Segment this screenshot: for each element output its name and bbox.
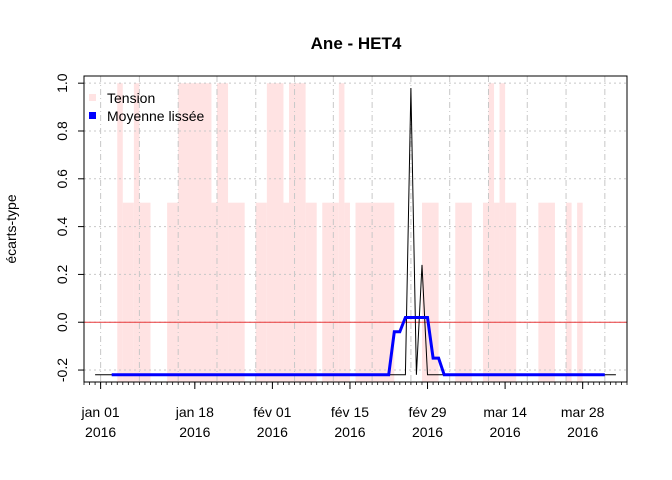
x-tick-label: mar 14 — [483, 404, 527, 420]
y-tick-label: 1.0 — [54, 73, 70, 93]
tension-bar — [266, 83, 284, 382]
tension-bar — [178, 83, 212, 382]
y-tick-label: -0.2 — [54, 358, 70, 382]
y-tick-label: 0.4 — [54, 217, 70, 237]
y-tick-label: 0.2 — [54, 264, 70, 284]
chart-title: Ane - HET4 — [311, 34, 402, 53]
tension-bar — [338, 83, 345, 382]
tension-bar — [228, 202, 245, 382]
legend-label: Tension — [107, 90, 155, 106]
x-tick-label: fév 29 — [408, 404, 446, 420]
x-tick-year-label: 2016 — [567, 424, 598, 440]
x-tick-year-label: 2016 — [257, 424, 288, 440]
x-tick-year-label: 2016 — [490, 424, 521, 440]
smoothed-mean-line — [111, 316, 605, 377]
x-tick-year-label: 2016 — [412, 424, 443, 440]
legend-swatch-tension — [89, 94, 96, 101]
x-tick-label: fév 01 — [253, 404, 291, 420]
tension-bar — [255, 202, 267, 382]
tension-bar — [322, 202, 339, 382]
raw-value-line — [95, 87, 616, 376]
tension-bar — [305, 202, 317, 382]
tension-bar — [139, 202, 151, 382]
x-tick-year-label: 2016 — [179, 424, 210, 440]
tension-bar — [122, 202, 134, 382]
legend: Tension Moyenne lissée — [89, 90, 204, 124]
tension-bar — [494, 202, 500, 382]
legend-label: Moyenne lissée — [107, 108, 204, 124]
tension-bar — [505, 202, 517, 382]
x-tick-label: jan 01 — [81, 404, 120, 420]
tension-bar — [421, 202, 439, 382]
tension-bar — [216, 83, 229, 382]
tension-bar — [167, 202, 179, 382]
tension-bar — [211, 202, 217, 382]
tension-bar — [566, 202, 572, 382]
tension-bar — [133, 83, 140, 382]
tension-bar — [344, 202, 350, 382]
y-tick-label: 0.0 — [54, 312, 70, 332]
tension-bar — [482, 202, 489, 382]
tension-bar — [488, 83, 495, 382]
tension-bar — [289, 83, 306, 382]
x-tick-label: fév 15 — [331, 404, 369, 420]
tension-bars — [117, 83, 583, 382]
axes: -0.2 0.0 0.2 0.4 0.6 0.8 1.0 jan 01 2016 jan 18 20… — [54, 73, 628, 440]
y-tick-label: 0.8 — [54, 121, 70, 141]
tension-bar — [117, 83, 123, 382]
y-tick-label: 0.6 — [54, 169, 70, 189]
tension-bar — [499, 83, 506, 382]
tension-bar — [538, 202, 555, 382]
tension-bar — [283, 202, 290, 382]
tension-bar — [355, 202, 395, 382]
x-tick-label: jan 18 — [175, 404, 214, 420]
y-axis-label: écarts-type — [3, 194, 19, 263]
x-tick-label: mar 28 — [561, 404, 605, 420]
x-tick-year-label: 2016 — [85, 424, 116, 440]
x-tick-year-label: 2016 — [334, 424, 365, 440]
legend-swatch-smoothed — [89, 112, 96, 119]
series-lines — [95, 87, 616, 377]
tension-bar — [455, 202, 472, 382]
tension-bar — [577, 202, 583, 382]
